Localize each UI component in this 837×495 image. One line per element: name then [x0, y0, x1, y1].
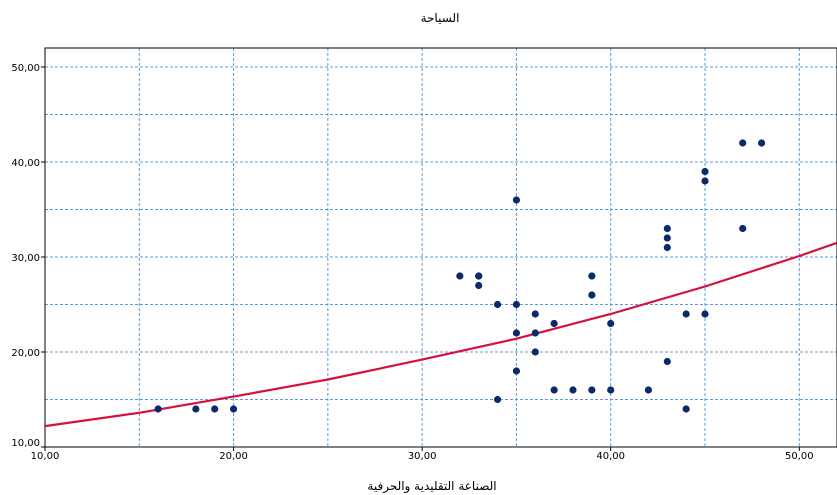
data-point — [607, 386, 615, 394]
x-tick-label: 10,00 — [31, 451, 60, 462]
y-tick-label: 10,00 — [11, 438, 40, 449]
data-point — [588, 291, 596, 299]
data-point — [682, 310, 690, 318]
data-point — [663, 234, 671, 242]
y-tick-label: 30,00 — [11, 253, 40, 264]
data-point — [682, 405, 690, 413]
data-point — [588, 272, 596, 280]
data-point — [644, 386, 653, 394]
fit-line — [44, 241, 837, 428]
data-point — [757, 139, 766, 147]
x-tick-label: 30,00 — [408, 451, 437, 462]
data-point — [531, 329, 539, 337]
data-point — [550, 386, 558, 394]
data-point — [229, 405, 238, 413]
data-point — [607, 319, 615, 328]
data-point — [663, 357, 671, 366]
data-point — [663, 224, 671, 233]
data-points — [154, 139, 766, 413]
data-point — [211, 405, 219, 413]
data-point — [663, 243, 671, 252]
data-point — [512, 196, 521, 204]
chart-title: السياحة — [421, 11, 460, 25]
y-tick-label: 20,00 — [11, 348, 40, 359]
data-point — [550, 319, 558, 328]
data-point — [512, 300, 521, 309]
plot-area-frame — [44, 47, 837, 448]
data-point — [569, 386, 577, 394]
data-point — [512, 367, 521, 375]
data-point — [701, 177, 709, 185]
data-point — [531, 348, 539, 356]
x-tick-label: 40,00 — [596, 451, 625, 462]
data-point — [192, 405, 200, 413]
data-point — [493, 300, 502, 309]
data-point — [512, 329, 521, 337]
y-tick-label: 40,00 — [11, 158, 40, 169]
data-point — [531, 310, 539, 318]
x-tick-label: 50,00 — [785, 451, 814, 462]
data-point — [701, 167, 709, 176]
data-point — [475, 281, 483, 290]
data-point — [154, 405, 162, 413]
data-point — [456, 272, 464, 280]
data-point — [588, 386, 596, 394]
data-point — [701, 310, 709, 318]
data-point — [493, 395, 502, 404]
data-point — [739, 139, 747, 147]
data-point — [475, 272, 483, 280]
data-point — [739, 224, 747, 233]
y-axis-ticks: 10,00 20,00 30,00 40,00 50,00 — [11, 63, 45, 449]
x-tick-label: 20,00 — [219, 451, 248, 462]
x-axis-ticks: 10,00 20,00 30,00 40,00 50,00 — [31, 447, 814, 462]
grid-lines — [45, 48, 837, 447]
x-axis-label: الصناعة التقليدية والحرفية — [367, 479, 496, 494]
y-tick-label: 50,00 — [11, 63, 40, 74]
